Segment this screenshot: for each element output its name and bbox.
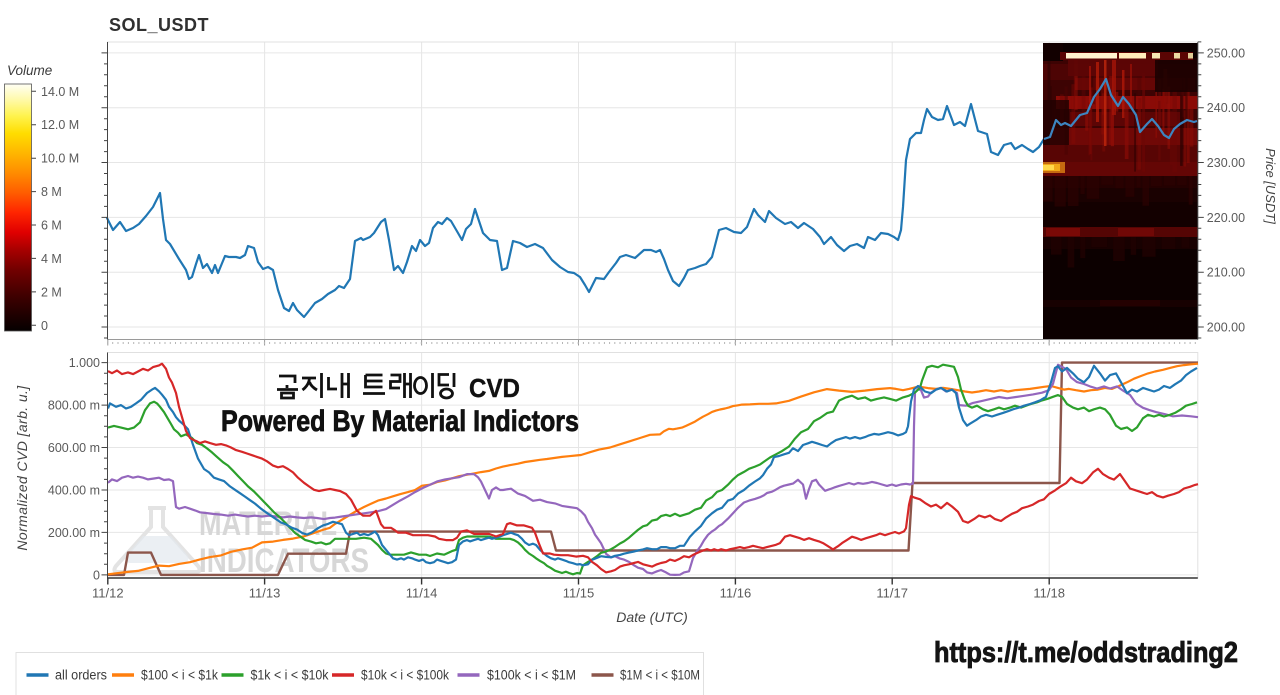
svg-text:all orders: all orders: [55, 668, 107, 683]
svg-text:Date (UTC): Date (UTC): [616, 609, 688, 625]
svg-text:230.00: 230.00: [1207, 156, 1245, 170]
svg-text:0: 0: [93, 568, 100, 582]
svg-text:11/16: 11/16: [720, 586, 752, 601]
svg-text:600.00 m: 600.00 m: [48, 441, 100, 455]
svg-text:210.00: 210.00: [1207, 266, 1245, 280]
svg-text:250.00: 250.00: [1207, 46, 1245, 60]
svg-text:220.00: 220.00: [1207, 211, 1245, 225]
svg-text:$1M < i < $10M: $1M < i < $10M: [620, 668, 700, 683]
svg-text:200.00 m: 200.00 m: [48, 526, 100, 540]
svg-text:11/18: 11/18: [1033, 586, 1065, 601]
svg-text:SOL_USDT: SOL_USDT: [109, 15, 209, 35]
svg-text:$100 < i < $1k: $100 < i < $1k: [141, 668, 218, 683]
svg-text:0: 0: [41, 319, 48, 333]
svg-text:Normalized CVD [arb. u.]: Normalized CVD [arb. u.]: [14, 385, 30, 551]
svg-text:11/12: 11/12: [92, 586, 124, 601]
svg-text:11/13: 11/13: [249, 586, 281, 601]
svg-text:10.0 M: 10.0 M: [41, 152, 79, 166]
svg-text:Volume: Volume: [7, 63, 52, 78]
svg-text:14.0 M: 14.0 M: [41, 85, 79, 99]
svg-text:11/15: 11/15: [563, 586, 595, 601]
svg-text:11/17: 11/17: [876, 586, 908, 601]
svg-text:$1k < i < $10k: $1k < i < $10k: [251, 668, 329, 683]
svg-text:$100k < i < $1M: $100k < i < $1M: [487, 668, 576, 683]
svg-text:Price [USDT]: Price [USDT]: [1263, 148, 1278, 224]
svg-text:200.00: 200.00: [1207, 321, 1245, 335]
svg-text:4 M: 4 M: [41, 252, 62, 266]
svg-text:Powered By Material Indictors: Powered By Material Indictors: [221, 405, 579, 438]
svg-text:800.00 m: 800.00 m: [48, 399, 100, 413]
svg-text:11/14: 11/14: [406, 586, 438, 601]
svg-text:$10k < i < $100k: $10k < i < $100k: [361, 668, 449, 683]
svg-text:12.0 M: 12.0 M: [41, 118, 79, 132]
svg-text:1.000: 1.000: [69, 356, 100, 370]
svg-text:400.00 m: 400.00 m: [48, 484, 100, 498]
svg-text:6 M: 6 M: [41, 219, 62, 233]
svg-text:8 M: 8 M: [41, 185, 62, 199]
svg-text:2 M: 2 M: [41, 285, 62, 299]
svg-text:MATERIAL: MATERIAL: [199, 505, 337, 543]
svg-text:https://t.me/oddstrading2: https://t.me/oddstrading2: [934, 637, 1238, 669]
svg-text:CVD: CVD: [469, 373, 520, 403]
svg-text:240.00: 240.00: [1207, 101, 1245, 115]
